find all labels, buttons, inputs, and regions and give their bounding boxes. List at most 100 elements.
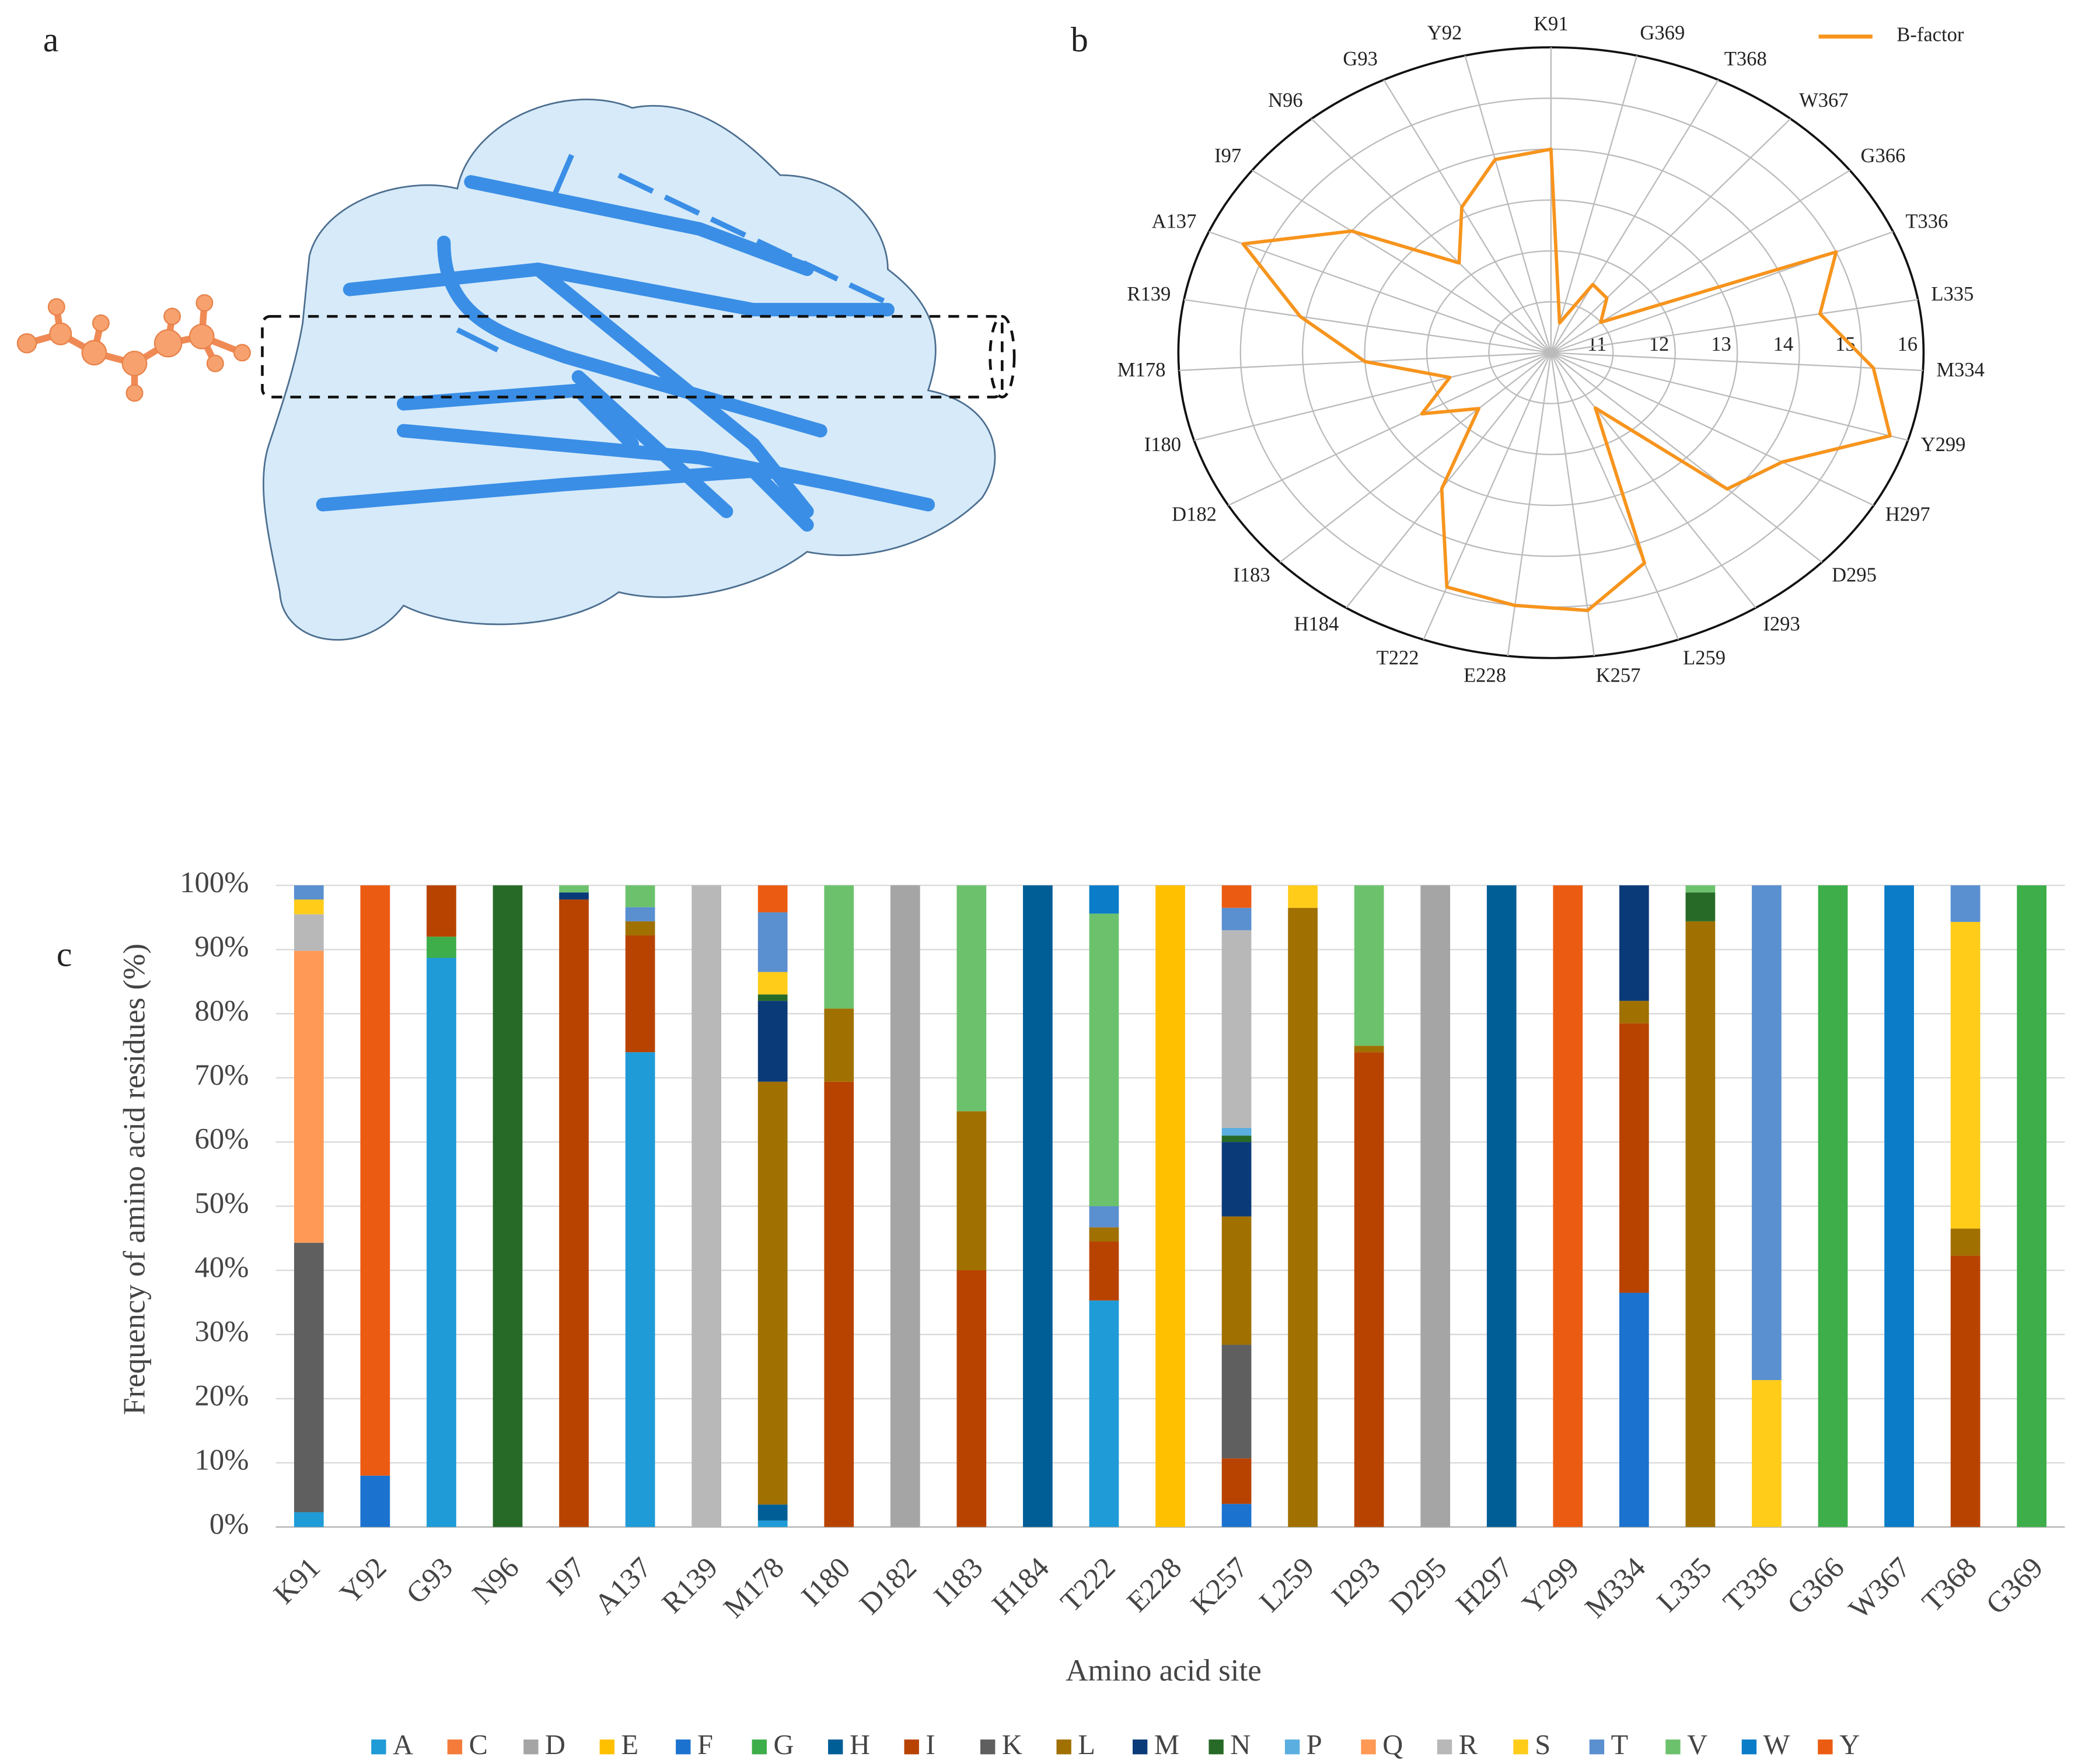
spoke: [1464, 55, 1552, 353]
bar-segment: [625, 907, 655, 921]
category-label: T336: [1905, 210, 1948, 232]
category-label: H184: [1294, 613, 1339, 635]
bar-segment: [1553, 885, 1583, 1527]
x-tick-label: I180: [795, 1551, 856, 1612]
y-tick-label: 40%: [195, 1251, 249, 1284]
bar-segment: [824, 885, 854, 1009]
radar-line: [1241, 147, 1892, 612]
category-label: K257: [1596, 665, 1641, 687]
bar-segment: [1685, 892, 1716, 921]
legend-label: T: [1611, 1730, 1629, 1760]
bar-segment: [1354, 1046, 1384, 1053]
ribbons: [316, 175, 935, 532]
x-tick-label: T222: [1054, 1551, 1121, 1618]
bar-segment: [1619, 1293, 1649, 1527]
legend-swatch: [1741, 1739, 1757, 1755]
category-label: W367: [1799, 89, 1848, 111]
legend-label: B-factor: [1897, 24, 1964, 46]
x-tick-label: G93: [400, 1551, 459, 1610]
spoke: [1550, 352, 1679, 640]
bar-segment: [1221, 907, 1252, 931]
bar-segment: [1221, 1216, 1252, 1345]
bar-segment: [1619, 1023, 1649, 1293]
bar-segment: [1752, 1380, 1782, 1527]
bar-segment: [2017, 885, 2047, 1527]
category-label: M334: [1936, 359, 1985, 381]
channel-outline: [261, 315, 1004, 399]
spoke: [1279, 352, 1552, 563]
ligand: [16, 294, 251, 402]
x-tick-label: R139: [655, 1551, 724, 1619]
legend-swatch: [1132, 1739, 1148, 1755]
legend-swatch: [1818, 1739, 1833, 1755]
x-tick-label: E228: [1120, 1551, 1188, 1618]
legend-swatch: [371, 1739, 386, 1755]
category-label: Y299: [1921, 434, 1966, 456]
x-tick-label: L259: [1253, 1551, 1320, 1618]
y-tick-label: 90%: [195, 930, 249, 963]
bar-segment: [1089, 1300, 1119, 1527]
bar-segment: [1354, 885, 1384, 1046]
legend-swatch: [980, 1739, 996, 1755]
legend-label: R: [1459, 1730, 1478, 1760]
legend-swatch: [1437, 1739, 1452, 1755]
bar-segment: [625, 935, 655, 1053]
bar-segment: [294, 951, 324, 1243]
category-label: I180: [1144, 434, 1181, 456]
x-tick-label: H297: [1450, 1551, 1519, 1620]
legend-label: N: [1230, 1730, 1251, 1760]
x-tick-label: L335: [1650, 1551, 1717, 1618]
x-tick-label: T368: [1916, 1551, 1983, 1618]
bar-segment: [1486, 885, 1517, 1527]
loops: [456, 153, 889, 352]
bar-segment: [294, 1242, 324, 1513]
bar-segment: [1420, 885, 1451, 1527]
bar-segment: [1685, 885, 1716, 893]
bar-segment: [559, 892, 589, 900]
bar-segment: [427, 958, 456, 1527]
category-label: I293: [1763, 613, 1800, 635]
r-tick-label: 16: [1897, 333, 1918, 355]
spoke: [1423, 352, 1552, 640]
bar-segment: [956, 1111, 987, 1270]
legend-swatch: [1284, 1739, 1300, 1755]
legend-swatch: [523, 1739, 539, 1755]
category-label: Y92: [1427, 22, 1462, 44]
category-label: E228: [1464, 665, 1506, 687]
bar-segment: [427, 937, 456, 958]
legend-label: S: [1535, 1730, 1550, 1760]
category-label: L259: [1683, 647, 1726, 669]
bar-segment: [360, 1475, 390, 1527]
x-tick-label: I293: [1325, 1551, 1386, 1612]
legend-swatch: [1361, 1739, 1376, 1755]
bar-segment: [1685, 921, 1716, 1527]
bar-segment: [890, 885, 920, 1527]
legend-label: D: [545, 1730, 565, 1760]
bar-segment: [757, 1504, 788, 1521]
spoke: [1383, 79, 1552, 354]
legend-label: K: [1002, 1730, 1022, 1760]
spoke: [1550, 352, 1874, 507]
x-tick-label: M178: [717, 1551, 790, 1624]
legend-swatch: [828, 1739, 843, 1755]
category-label: G93: [1343, 48, 1378, 70]
category-label: L335: [1931, 283, 1974, 305]
legend-label: A: [393, 1730, 413, 1760]
bar-segment: [757, 912, 788, 972]
spoke: [1228, 352, 1552, 507]
bar-segment: [493, 885, 523, 1527]
bar-segment: [1354, 1052, 1384, 1527]
y-tick-label: 100%: [180, 866, 249, 899]
category-label: G369: [1640, 22, 1685, 44]
category-label: G366: [1861, 145, 1906, 167]
legend-swatch: [752, 1739, 767, 1755]
legend-label: L: [1078, 1730, 1095, 1760]
spoke: [1550, 299, 1918, 354]
category-label: R139: [1127, 283, 1171, 305]
legend-swatch: [599, 1739, 614, 1755]
bar-segment: [1818, 885, 1848, 1527]
bar-segment: [1752, 885, 1782, 1381]
spoke: [1209, 231, 1552, 354]
legend-label: M: [1154, 1730, 1179, 1760]
category-label: K91: [1534, 13, 1569, 35]
